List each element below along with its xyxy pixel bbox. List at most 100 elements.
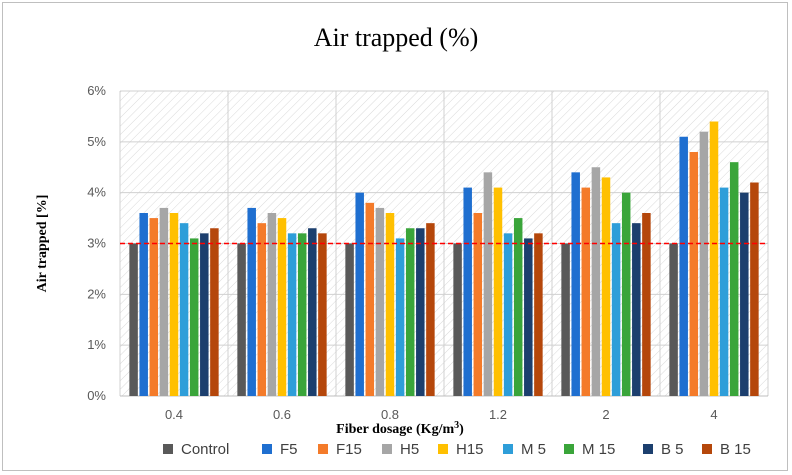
bar [679, 136, 688, 396]
bar [611, 223, 621, 396]
y-axis-ticks: 0% 1% 2% 3% 4% 5% 6% [87, 83, 106, 403]
bar [642, 213, 651, 396]
bar [601, 177, 611, 396]
bar [247, 207, 256, 396]
legend-item: F15 [318, 441, 362, 458]
bar [395, 238, 405, 396]
bar [355, 192, 364, 396]
bar [534, 233, 543, 396]
legend-label: H15 [456, 441, 484, 458]
bar [719, 187, 729, 396]
legend-item: B 15 [702, 441, 751, 458]
chart-title: Air trapped (%) [314, 23, 479, 52]
bar [210, 228, 219, 396]
legend-swatch [564, 444, 574, 454]
bar [709, 121, 719, 396]
bar [571, 172, 580, 396]
bar [237, 243, 246, 396]
x-tick-label: 0.6 [273, 407, 291, 422]
x-tick-label: 0.4 [165, 407, 183, 422]
legend-swatch [382, 444, 392, 454]
legend-item: M 5 [503, 441, 546, 458]
bar [179, 223, 189, 396]
bar [740, 192, 749, 396]
bar [149, 218, 159, 396]
bar [416, 228, 425, 396]
bar [159, 207, 169, 396]
bar [308, 228, 317, 396]
x-tick-label: 1.2 [489, 407, 507, 422]
x-tick-label: 0.8 [381, 407, 399, 422]
legend-item: M 15 [564, 441, 615, 458]
bar [257, 223, 267, 396]
bar [729, 162, 739, 396]
legend-label: M 5 [521, 441, 546, 458]
bar [561, 243, 570, 396]
bar [318, 233, 327, 396]
legend-swatch [503, 444, 513, 454]
bar [189, 238, 199, 396]
legend-swatch [702, 444, 712, 454]
bar [345, 243, 354, 396]
x-tick-label: 4 [710, 407, 717, 422]
legend-swatch [438, 444, 448, 454]
legend-swatch [262, 444, 272, 454]
y-axis-label: Air trapped [%] [35, 195, 50, 293]
bar [669, 243, 678, 396]
bar [287, 233, 297, 396]
legend-swatch [163, 444, 173, 454]
bar [129, 243, 138, 396]
y-tick-label: 5% [87, 134, 106, 149]
bar [463, 187, 472, 396]
legend: Control F5 F15 H5 H15 M 5 M 15 B 5 B 15 [163, 441, 751, 458]
bar [503, 233, 513, 396]
legend-label: B 5 [661, 441, 684, 458]
legend-item: F5 [262, 441, 298, 458]
legend-label: H5 [400, 441, 419, 458]
y-tick-label: 6% [87, 83, 106, 98]
bar [365, 202, 375, 396]
y-tick-label: 0% [87, 388, 106, 403]
x-axis-ticks: 0.4 0.6 0.8 1.2 2 4 [165, 407, 718, 422]
legend-swatch [643, 444, 653, 454]
bar [621, 192, 631, 396]
bar [277, 218, 287, 396]
bar [483, 172, 493, 396]
legend-item: B 5 [643, 441, 684, 458]
legend-label: M 15 [582, 441, 615, 458]
bar [267, 213, 277, 396]
legend-label: Control [181, 441, 229, 458]
bar [581, 187, 591, 396]
bar [200, 233, 209, 396]
bar [699, 131, 709, 396]
bar [689, 152, 699, 396]
bar [513, 218, 523, 396]
legend-label: F5 [280, 441, 298, 458]
bar [169, 213, 179, 396]
bar [632, 223, 641, 396]
bar [426, 223, 435, 396]
bar [405, 228, 415, 396]
bar [297, 233, 307, 396]
bar [375, 207, 385, 396]
legend-item: H15 [438, 441, 484, 458]
bar [750, 182, 759, 396]
bars [129, 121, 759, 396]
bar [493, 187, 503, 396]
legend-label: F15 [336, 441, 362, 458]
bar [385, 213, 395, 396]
legend-item: H5 [382, 441, 419, 458]
bar [139, 213, 148, 396]
bar [591, 167, 601, 396]
bar [453, 243, 462, 396]
y-tick-label: 1% [87, 337, 106, 352]
bar [524, 238, 533, 396]
x-tick-label: 2 [602, 407, 609, 422]
legend-swatch [318, 444, 328, 454]
legend-item: Control [163, 441, 229, 458]
y-tick-label: 4% [87, 185, 106, 200]
y-tick-label: 2% [87, 286, 106, 301]
y-tick-label: 3% [87, 236, 106, 251]
legend-label: B 15 [720, 441, 751, 458]
